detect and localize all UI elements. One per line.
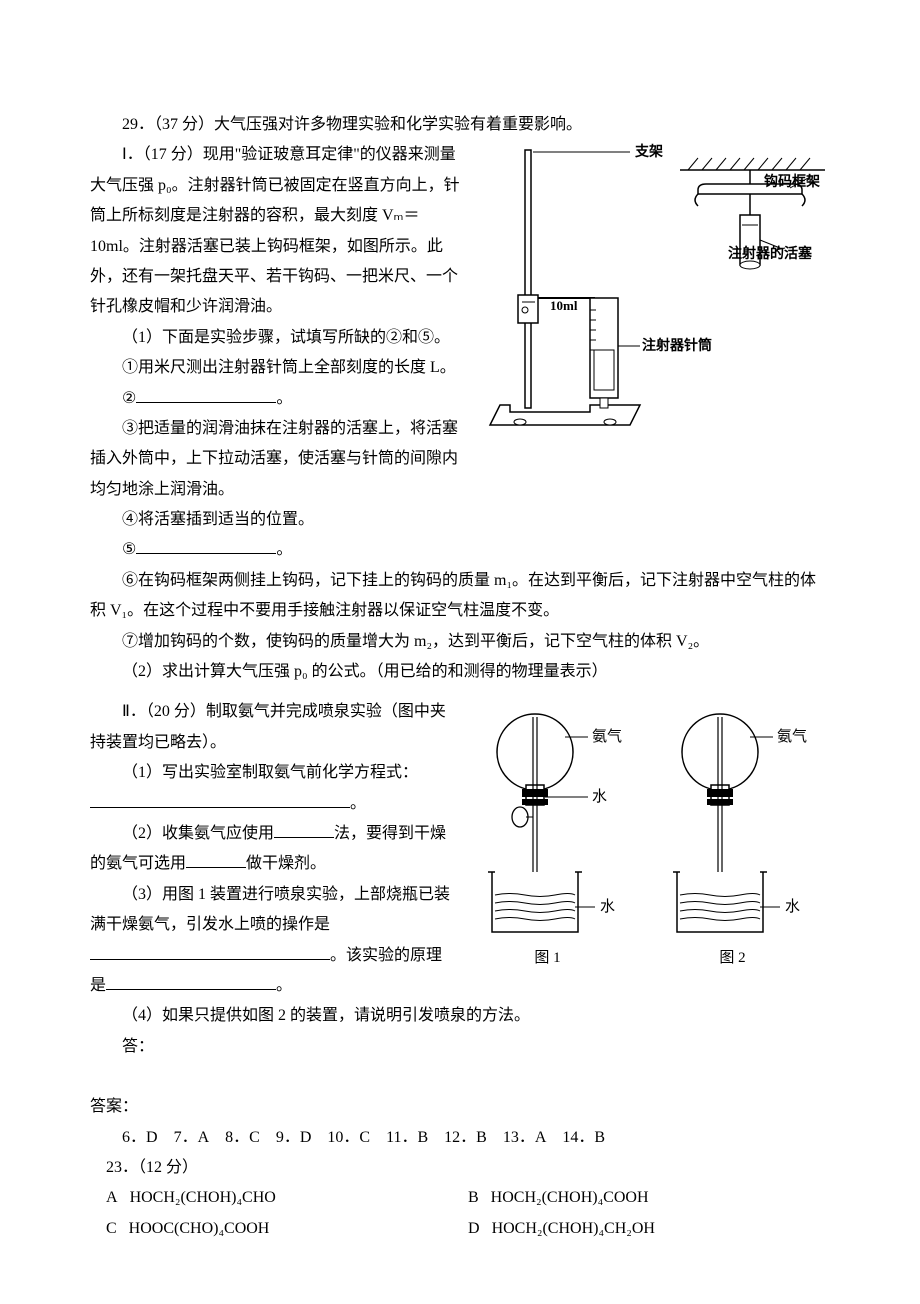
formula-B: HOCH₂(CHOH)₄COOH — [491, 1189, 649, 1206]
p2-1-text: （1）写出实验室制取氨气前化学方程式： — [122, 764, 418, 781]
mc-9: 9．D — [276, 1123, 312, 1153]
figure-fountain-2: 氨气 水 图 2 — [645, 697, 820, 973]
svg-text:水: 水 — [785, 898, 800, 915]
p2-4: （4）如果只提供如图 2 的装置，请说明引发喷泉的方法。 — [90, 1001, 830, 1031]
label-C: C — [106, 1220, 117, 1237]
fig2-caption: 图 2 — [719, 944, 745, 973]
mc-13: 13．A — [503, 1123, 547, 1153]
p1-2: （2）求出计算大气压强 p₀ 的公式。（用已给的和测得的物理量表示） — [90, 657, 830, 687]
p2-answer-label: 答： — [90, 1032, 830, 1062]
mc-6: 6．D — [122, 1123, 158, 1153]
p1-step7: ⑦增加钩码的个数，使钩码的质量增大为 m₂，达到平衡后，记下空气柱的体积 V₂。 — [90, 627, 830, 657]
blank-p2-2b — [186, 851, 246, 868]
svg-text:氨气: 氨气 — [777, 728, 807, 745]
mc-10: 10．C — [327, 1123, 370, 1153]
figure-fountain-1: 氨气 水 水 图 1 — [460, 697, 635, 973]
step2-suf: 。 — [276, 390, 292, 407]
blank-step2 — [136, 386, 276, 403]
p1-step4: ④将活塞插到适当的位置。 — [90, 505, 830, 535]
formula-D: HOCH₂(CHOH)₄CH₂OH — [492, 1220, 655, 1237]
mc-11: 11．B — [386, 1123, 428, 1153]
formula-row-2: C HOOC(CHO)₄COOH D HOCH₂(CHOH)₄CH₂OH — [90, 1214, 830, 1244]
label-A: A — [106, 1189, 118, 1206]
formula-row-1: A HOCH₂(CHOH)₄CHO B HOCH₂(CHOH)₄COOH — [90, 1183, 830, 1213]
blank-p2-3a — [90, 943, 330, 960]
label-B: B — [468, 1189, 479, 1206]
svg-text:氨气: 氨气 — [592, 728, 622, 745]
blank-p2-2a — [274, 821, 334, 838]
step5-pre: ⑤ — [122, 541, 136, 558]
svg-text:水: 水 — [592, 788, 607, 805]
figure-fountain-group: 氨气 水 水 图 1 — [460, 697, 830, 973]
mc-12: 12．B — [444, 1123, 487, 1153]
mc-14: 14．B — [562, 1123, 605, 1153]
q29-heading: 29．（37 分）大气压强对许多物理实验和化学实验有着重要影响。 — [90, 110, 830, 140]
svg-text:水: 水 — [600, 898, 615, 915]
figure-apparatus: 支架 10ml 注射器针筒 钩码框架 — [480, 140, 830, 451]
blank-p2-1 — [90, 791, 350, 808]
p2-3a: （3）用图 1 装置进行喷泉实验，上部烧瓶已装满干燥氨气，引发水上喷的操作是 — [90, 886, 450, 933]
step5-suf: 。 — [276, 541, 292, 558]
p1-step6: ⑥在钩码框架两侧挂上钩码，记下挂上的钩码的质量 m₁。在达到平衡后，记下注射器中… — [90, 566, 830, 627]
blank-p2-3b — [106, 973, 276, 990]
p2-1-suf: 。 — [350, 795, 366, 812]
p2-2c: 做干燥剂。 — [246, 855, 326, 872]
answers-title: 答案： — [90, 1092, 830, 1122]
p2-3c: 。 — [276, 977, 292, 994]
step2-pre: ② — [122, 390, 136, 407]
p2-2a: （2）收集氨气应使用 — [122, 825, 274, 842]
mc-answers: 6．D 7．A 8．C 9．D 10．C 11．B 12．B 13．A 14．B — [90, 1123, 830, 1153]
formula-A: HOCH₂(CHOH)₄CHO — [130, 1189, 276, 1206]
mc-8: 8．C — [225, 1123, 260, 1153]
svg-text:支架: 支架 — [634, 143, 663, 160]
label-D: D — [468, 1220, 480, 1237]
p1-step5: ⑤。 — [90, 535, 830, 565]
svg-text:10ml: 10ml — [550, 298, 578, 313]
fig1-caption: 图 1 — [534, 944, 560, 973]
mc-7: 7．A — [174, 1123, 210, 1153]
blank-step5 — [136, 537, 276, 554]
formula-C: HOOC(CHO)₄COOH — [129, 1220, 270, 1237]
q23-heading: 23．（12 分） — [90, 1153, 830, 1183]
svg-text:注射器的活塞: 注射器的活塞 — [728, 245, 813, 262]
svg-text:注射器针筒: 注射器针筒 — [642, 337, 712, 354]
